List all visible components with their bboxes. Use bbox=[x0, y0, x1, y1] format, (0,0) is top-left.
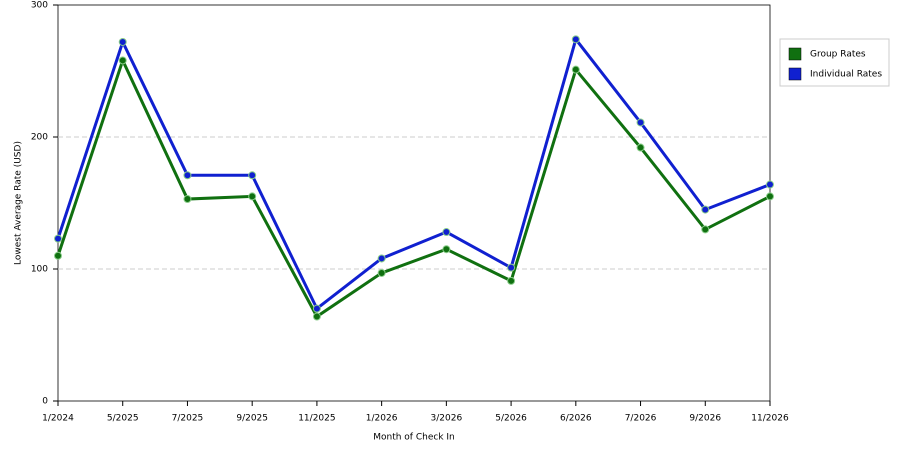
legend-label: Group Rates bbox=[810, 50, 866, 60]
data-point bbox=[636, 118, 645, 127]
data-point bbox=[571, 35, 580, 44]
data-point bbox=[248, 192, 257, 201]
data-point bbox=[312, 304, 321, 313]
data-point bbox=[312, 312, 321, 321]
x-tick-label: 6/2026 bbox=[560, 414, 592, 424]
x-tick-label: 3/2026 bbox=[431, 414, 463, 424]
plot-area bbox=[57, 4, 771, 402]
data-point bbox=[54, 234, 62, 243]
data-point bbox=[54, 251, 62, 260]
y-tick-label: 0 bbox=[42, 397, 48, 407]
y-axis-title: Lowest Average Rate (USD) bbox=[14, 141, 24, 265]
legend-swatch bbox=[788, 67, 802, 81]
legend-label: Individual Rates bbox=[810, 70, 882, 80]
series-line bbox=[56, 56, 771, 319]
data-point bbox=[118, 37, 127, 46]
x-tick-label: 1/2024 bbox=[42, 414, 74, 424]
y-tick-label: 200 bbox=[31, 133, 48, 143]
data-point bbox=[377, 254, 386, 263]
x-tick-label: 7/2026 bbox=[625, 414, 657, 424]
x-axis-title: Month of Check In bbox=[373, 433, 455, 443]
data-point bbox=[442, 245, 451, 254]
data-point bbox=[377, 268, 386, 277]
x-tick-label: 5/2026 bbox=[495, 414, 527, 424]
x-tick-label: 9/2026 bbox=[689, 414, 721, 424]
x-tick-label: 5/2025 bbox=[107, 414, 139, 424]
data-point bbox=[507, 276, 516, 285]
data-point bbox=[766, 180, 774, 189]
data-point bbox=[442, 228, 451, 237]
data-point bbox=[507, 263, 516, 272]
x-tick-label: 1/2026 bbox=[366, 414, 398, 424]
data-point bbox=[183, 195, 192, 204]
x-tick-label: 7/2025 bbox=[172, 414, 204, 424]
data-point bbox=[571, 65, 580, 74]
data-point bbox=[118, 56, 127, 65]
data-point bbox=[636, 143, 645, 152]
data-point bbox=[248, 171, 257, 180]
y-tick-label: 300 bbox=[31, 1, 48, 11]
x-tick-label: 11/2026 bbox=[751, 414, 789, 424]
x-tick-label: 11/2025 bbox=[298, 414, 335, 424]
data-point bbox=[183, 171, 192, 180]
series-line bbox=[56, 36, 771, 311]
y-tick-label: 100 bbox=[31, 265, 48, 275]
data-point bbox=[701, 205, 710, 214]
data-point bbox=[766, 192, 774, 201]
x-tick-label: 9/2025 bbox=[236, 414, 268, 424]
data-point bbox=[701, 225, 710, 234]
legend-swatch bbox=[788, 47, 802, 61]
